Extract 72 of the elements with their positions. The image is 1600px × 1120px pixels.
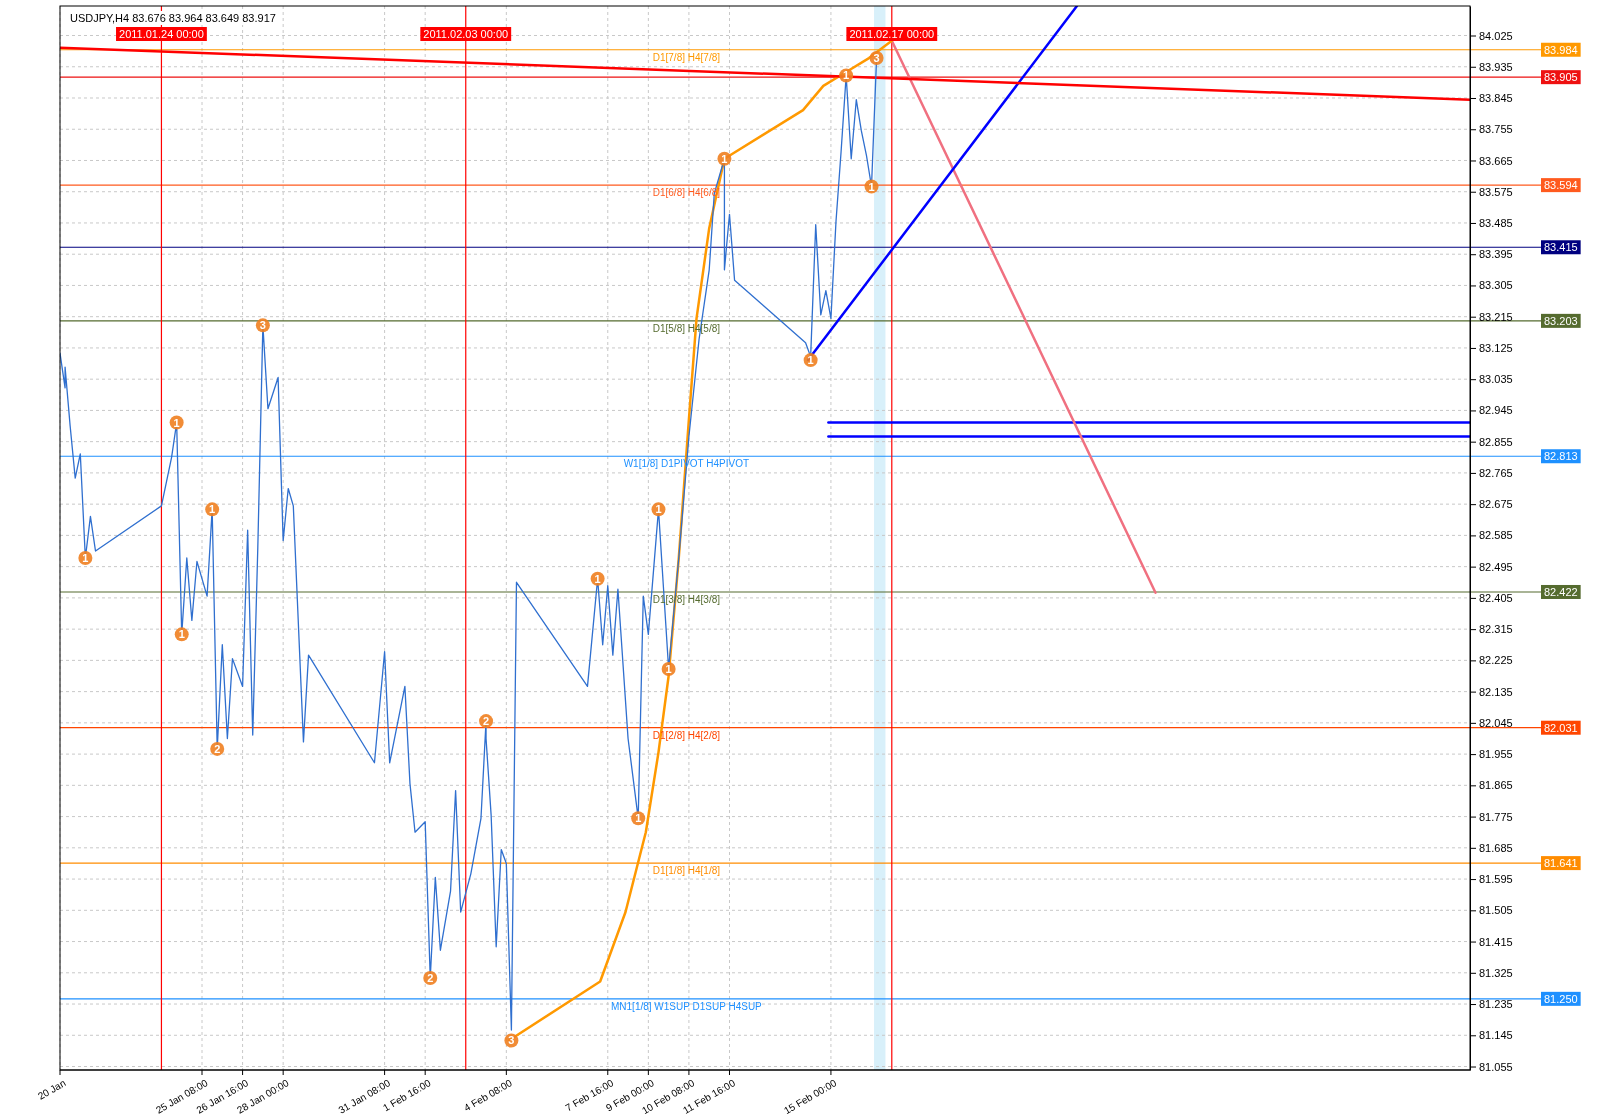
y-tick-label: 83.935 bbox=[1479, 60, 1513, 73]
y-tick-label: 82.945 bbox=[1479, 404, 1513, 417]
y-tick-label: 83.395 bbox=[1479, 248, 1513, 261]
y-tick-label: 81.325 bbox=[1479, 966, 1513, 979]
y-tick-label: 81.505 bbox=[1479, 904, 1513, 917]
annotation: 2 bbox=[482, 715, 490, 728]
annotation: 1 bbox=[665, 663, 672, 676]
annotation: 1 bbox=[594, 572, 601, 585]
annotation: MN1[1/8] W1SUP D1SUP H4SUP bbox=[610, 1000, 763, 1012]
y-tick-label: 82.315 bbox=[1479, 623, 1513, 636]
ref-line-label: 2011.01.24 00:00 bbox=[119, 28, 204, 40]
annotation: 3 bbox=[508, 1034, 515, 1047]
annotation: 1 bbox=[209, 503, 216, 516]
y-tick-label: 81.145 bbox=[1479, 1029, 1513, 1042]
annotation: 2 bbox=[214, 742, 221, 755]
y-tick-label: 81.775 bbox=[1479, 810, 1513, 823]
y-tick-label: 83.665 bbox=[1479, 154, 1513, 167]
y-tick-label: 81.595 bbox=[1479, 873, 1513, 886]
y-tick-label: 82.135 bbox=[1479, 685, 1513, 698]
ref-line-label: 83.984 bbox=[1544, 43, 1578, 56]
text: USDJPY,H4 83.676 83.964 83.649 83.917 bbox=[70, 12, 276, 24]
annotation: 1 bbox=[843, 69, 850, 82]
annotation: 1 bbox=[868, 180, 875, 193]
annotation: 1 bbox=[173, 416, 180, 429]
annotation: D1[7/8] H4[7/8] bbox=[652, 51, 721, 63]
annotation: 1 bbox=[635, 812, 642, 825]
ref-line-label: 82.813 bbox=[1544, 450, 1578, 463]
ref-line-label: 83.203 bbox=[1544, 314, 1578, 327]
y-tick-label: 82.765 bbox=[1479, 466, 1513, 479]
y-tick-label: 81.235 bbox=[1479, 998, 1513, 1011]
y-tick-label: 81.865 bbox=[1479, 779, 1513, 792]
y-tick-label: 81.685 bbox=[1479, 841, 1513, 854]
y-tick-label: 82.045 bbox=[1479, 716, 1513, 729]
y-tick-label: 82.585 bbox=[1479, 529, 1513, 542]
ref-line-label: 2011.02.17 00:00 bbox=[849, 28, 935, 40]
ref-line-label: 83.905 bbox=[1544, 71, 1578, 84]
y-tick-label: 82.405 bbox=[1479, 591, 1513, 604]
y-tick-label: 83.215 bbox=[1479, 310, 1513, 323]
annotation: 3 bbox=[873, 52, 880, 65]
y-tick-label: 83.485 bbox=[1479, 216, 1513, 229]
annotation: 1 bbox=[721, 152, 728, 165]
ref-line-label: 2011.02.03 00:00 bbox=[423, 28, 509, 40]
y-tick-label: 83.305 bbox=[1479, 279, 1513, 292]
annotation: 1 bbox=[655, 503, 662, 516]
y-tick-label: 84.025 bbox=[1479, 29, 1513, 42]
y-tick-label: 81.415 bbox=[1479, 935, 1513, 948]
ref-line-label: 81.250 bbox=[1544, 992, 1578, 1005]
y-tick-label: 83.755 bbox=[1479, 123, 1513, 136]
ref-line-label: 83.594 bbox=[1544, 179, 1578, 192]
ref-line-label: 81.641 bbox=[1544, 857, 1578, 870]
annotation: 1 bbox=[178, 628, 185, 641]
annotation: D1[1/8] H4[1/8] bbox=[652, 865, 721, 877]
x-tick-label: 4 Feb 08:00 bbox=[462, 1077, 515, 1114]
y-tick-label: 82.675 bbox=[1479, 498, 1513, 511]
ref-line-label: 82.422 bbox=[1544, 585, 1578, 598]
y-tick-label: 83.125 bbox=[1479, 341, 1513, 354]
y-tick-label: 83.845 bbox=[1479, 92, 1513, 105]
ref-line-label: 82.031 bbox=[1544, 721, 1578, 734]
x-tick-label: 15 Feb 00:00 bbox=[781, 1077, 839, 1117]
annotation: 3 bbox=[259, 319, 266, 332]
ref-line-label: 83.415 bbox=[1544, 241, 1578, 254]
y-tick-label: 82.855 bbox=[1479, 435, 1513, 448]
y-tick-label: 82.495 bbox=[1479, 560, 1513, 573]
y-tick-label: 83.035 bbox=[1479, 373, 1513, 386]
y-tick-label: 81.055 bbox=[1479, 1060, 1513, 1073]
annotation: 1 bbox=[82, 551, 89, 564]
y-tick-label: 81.955 bbox=[1479, 748, 1513, 761]
x-tick-label: 20 Jan bbox=[35, 1077, 68, 1102]
y-tick-label: 82.225 bbox=[1479, 654, 1513, 667]
annotation: 1 bbox=[807, 354, 814, 367]
y-tick-label: 83.575 bbox=[1479, 185, 1513, 198]
annotation: 2 bbox=[427, 972, 434, 985]
